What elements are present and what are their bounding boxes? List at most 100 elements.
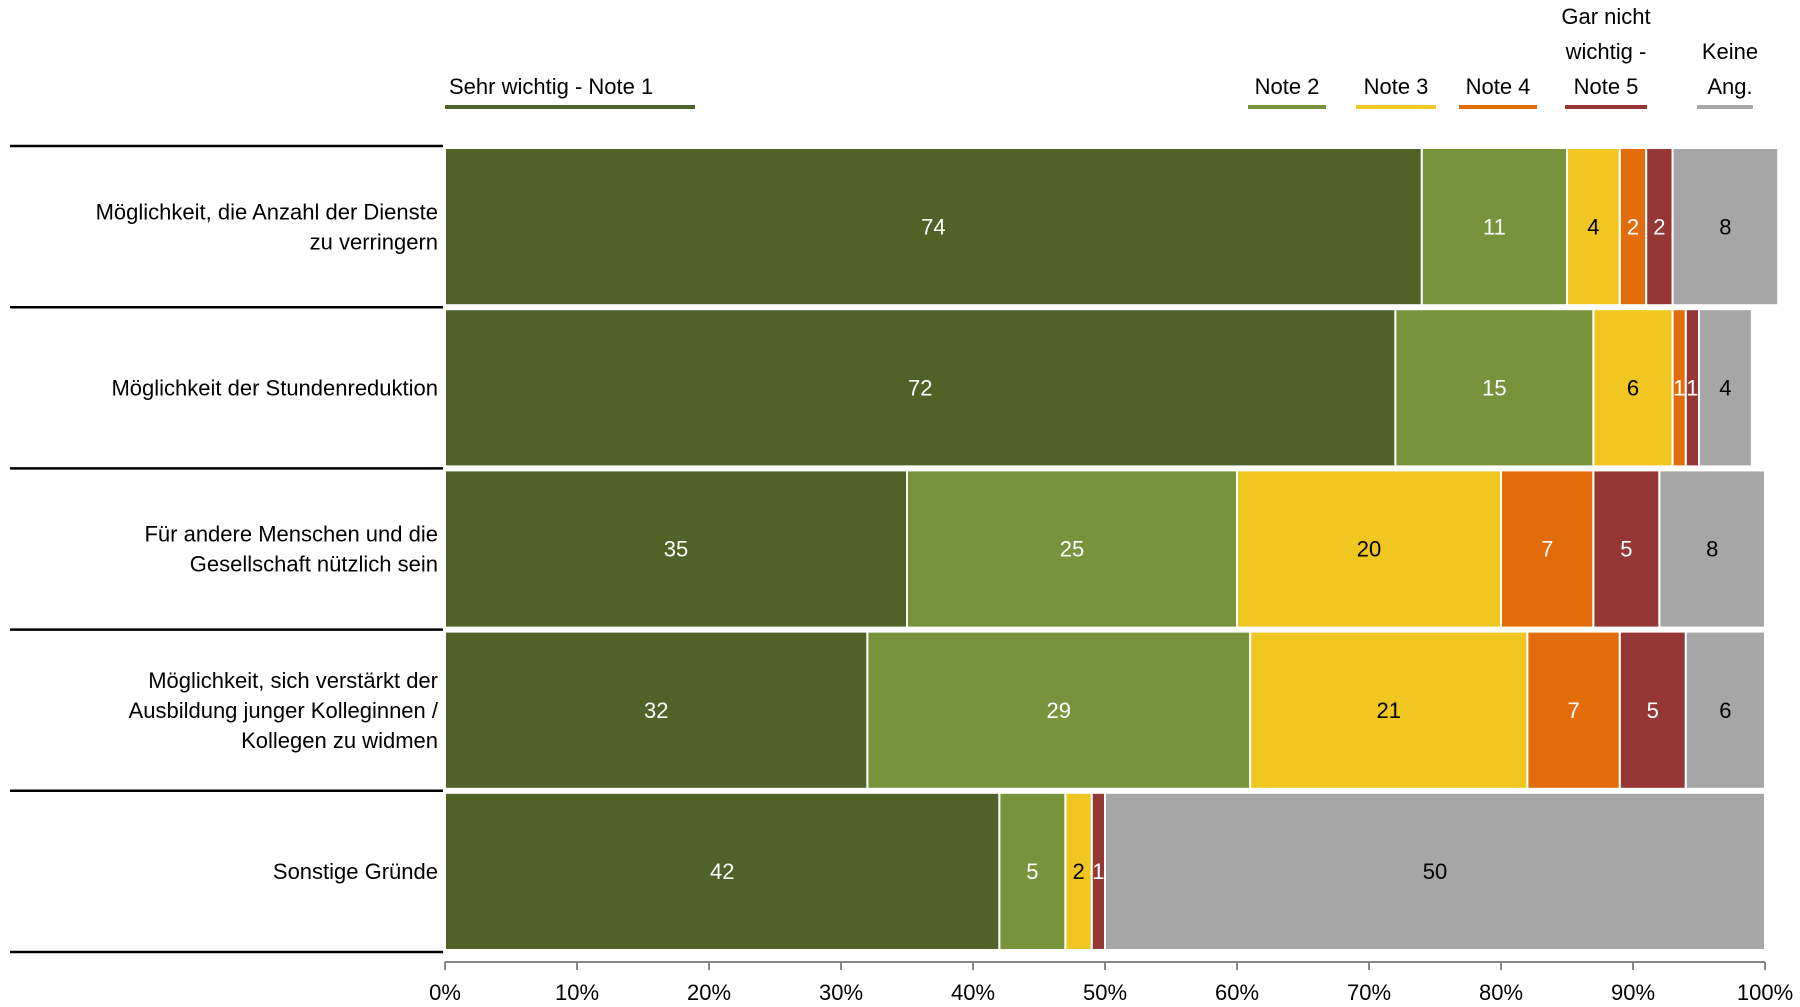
bar-segment	[866, 630, 1252, 790]
data-label: 29	[1047, 698, 1071, 723]
data-label: 1	[1673, 376, 1685, 401]
x-axis: 0% 10% 20% 30% 40% 50% 60% 70% 80% 90% 100%	[429, 961, 1793, 1005]
bar-segment	[1618, 147, 1648, 307]
bar-segment	[1592, 308, 1674, 468]
legend-label-line: Note 5	[1574, 74, 1639, 99]
data-label: 25	[1060, 537, 1084, 562]
category-labels: Möglichkeit, die Anzahl der Dienste zu ve…	[96, 199, 439, 884]
legend-item: Note 2	[1248, 74, 1326, 109]
bar-segment	[444, 791, 1001, 951]
category-label-line: Ausbildung junger Kolleginnen /	[129, 698, 439, 723]
x-tick-label: 80%	[1479, 980, 1523, 1005]
legend-label-line: Sehr wichtig - Note 1	[449, 74, 653, 99]
bar-segment	[1394, 308, 1595, 468]
data-label: 1	[1092, 859, 1104, 884]
category-label-line: Kollegen zu widmen	[241, 728, 438, 753]
data-label: 21	[1377, 698, 1401, 723]
data-label: 15	[1482, 376, 1506, 401]
bar-segment	[444, 308, 1397, 468]
bar-segment	[1249, 630, 1529, 790]
legend-label: Note 4	[1466, 74, 1531, 99]
legend-label: Sehr wichtig - Note 1	[449, 74, 653, 99]
bar-segment	[1592, 469, 1661, 629]
data-label: 5	[1647, 698, 1659, 723]
data-label: 7	[1541, 537, 1553, 562]
category-label: Sonstige Gründe	[273, 859, 438, 884]
category-label: Möglichkeit der Stundenreduktion	[111, 376, 438, 401]
bar-segment	[1500, 469, 1595, 629]
data-label: 8	[1719, 214, 1731, 239]
data-label: 42	[710, 859, 734, 884]
x-tick-label: 60%	[1215, 980, 1259, 1005]
bar-segment	[1566, 147, 1621, 307]
bar-segment	[1104, 791, 1766, 951]
legend-label-line: Keine	[1702, 39, 1758, 64]
legend-item: Sehr wichtig - Note 1	[445, 74, 695, 109]
data-label: 2	[1653, 214, 1665, 239]
x-tick-label: 50%	[1083, 980, 1127, 1005]
data-label: 35	[664, 537, 688, 562]
x-tick-label: 10%	[555, 980, 599, 1005]
legend-label: Keine Ang.	[1702, 39, 1758, 99]
category-label-line: Für andere Menschen und die	[144, 522, 438, 547]
bar-segment	[1064, 791, 1093, 951]
bar-segment	[1671, 147, 1780, 307]
category-separators	[10, 144, 443, 954]
category-label: Möglichkeit, sich verstärkt der Ausbildun…	[129, 668, 439, 753]
x-tick-label: 40%	[951, 980, 995, 1005]
category-label-line: Möglichkeit, die Anzahl der Dienste	[96, 199, 438, 224]
legend-label-line: Note 4	[1466, 74, 1531, 99]
bar-segment	[444, 147, 1423, 307]
x-tick-label: 100%	[1737, 980, 1793, 1005]
data-label: 7	[1567, 698, 1579, 723]
legend-label: Note 3	[1364, 74, 1429, 99]
data-label: 11	[1483, 214, 1506, 239]
legend-item: Keine Ang.	[1697, 39, 1758, 109]
legend-item: Gar nicht wichtig - Note 5	[1561, 4, 1651, 109]
data-label: 5	[1026, 859, 1038, 884]
legend-label-line: Note 2	[1255, 74, 1320, 99]
category-label: Möglichkeit, die Anzahl der Dienste zu ve…	[96, 199, 438, 254]
data-label: 20	[1357, 537, 1381, 562]
x-tick-label: 20%	[687, 980, 731, 1005]
data-label: 1	[1686, 376, 1698, 401]
category-label-line: Gesellschaft nützlich sein	[190, 552, 438, 577]
data-label: 8	[1706, 537, 1718, 562]
data-label: 74	[921, 214, 945, 239]
category-label: Für andere Menschen und die Gesellschaft …	[144, 522, 438, 577]
legend-label: Note 2	[1255, 74, 1320, 99]
bar-segment	[1526, 630, 1621, 790]
data-label: 4	[1587, 214, 1599, 239]
legend-label-line: Ang.	[1707, 74, 1752, 99]
bar-segment	[1420, 147, 1569, 307]
data-label: 50	[1423, 859, 1447, 884]
legend-item: Note 3	[1356, 74, 1436, 109]
legend-item: Note 4	[1459, 74, 1537, 109]
bar-segment	[906, 469, 1238, 629]
legend-label-line: Note 3	[1364, 74, 1429, 99]
legend: Sehr wichtig - Note 1 Note 2 Note 3 Note 4 G…	[445, 4, 1758, 109]
data-label: 4	[1719, 376, 1731, 401]
data-label: 6	[1627, 376, 1639, 401]
data-label: 2	[1072, 859, 1084, 884]
bar-segment	[1645, 147, 1674, 307]
category-label-line: zu verringern	[310, 229, 438, 254]
category-label-line: Möglichkeit, sich verstärkt der	[148, 668, 438, 693]
x-tick-label: 70%	[1347, 980, 1391, 1005]
bar-segment	[1618, 630, 1687, 790]
bar-segment	[1236, 469, 1502, 629]
bar-segment	[998, 791, 1067, 951]
data-label: 5	[1620, 537, 1632, 562]
bar-segment	[1684, 630, 1767, 790]
bar-segment	[444, 469, 908, 629]
x-tick-label: 0%	[429, 980, 461, 1005]
bar-segment	[1698, 308, 1753, 468]
x-tick-label: 30%	[819, 980, 863, 1005]
legend-label-line: wichtig -	[1565, 39, 1647, 64]
bar-segment	[1658, 469, 1767, 629]
legend-label: Gar nicht wichtig - Note 5	[1561, 4, 1650, 99]
data-label: 72	[908, 376, 932, 401]
data-label: 6	[1719, 698, 1731, 723]
legend-label-line: Gar nicht	[1561, 4, 1650, 29]
